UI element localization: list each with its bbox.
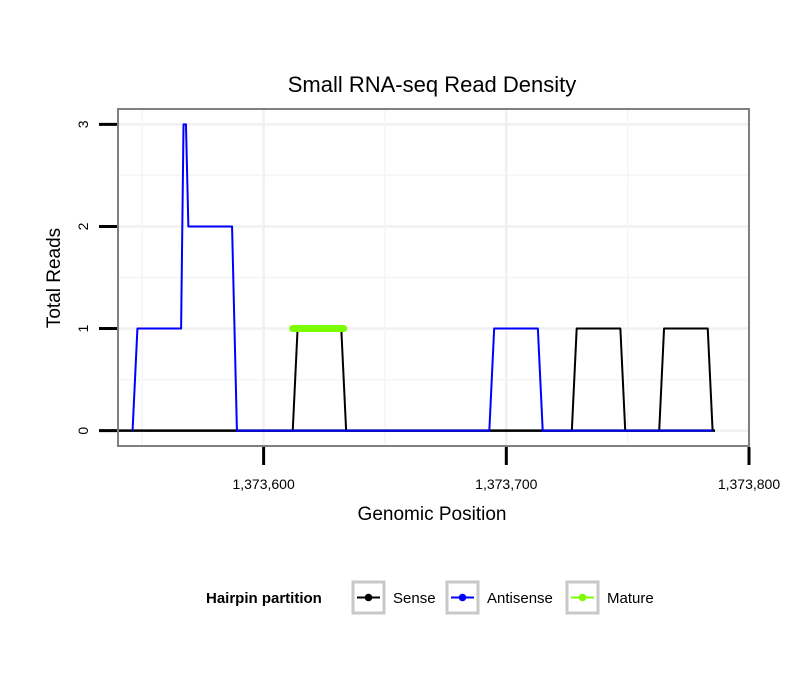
x-axis-title: Genomic Position [358,504,507,525]
y-axis: 0 1 2 3 [75,120,117,435]
legend-label: Mature [607,590,654,607]
legend: Hairpin partition Sense Antisense Mature [206,580,654,615]
legend-item-antisense: Antisense [445,580,553,615]
y-tick-label: 3 [75,120,91,128]
y-axis-title: Total Reads [44,228,65,328]
legend-label: Antisense [487,590,553,607]
legend-key-dot [364,593,373,602]
y-tick-label: 1 [75,324,91,332]
y-tick-label: 2 [75,222,91,230]
x-axis: 1,373,600 1,373,700 1,373,800 [232,447,780,492]
chart-title: Small RNA-seq Read Density [288,72,577,97]
x-tick-label: 1,373,800 [718,476,780,492]
x-tick-label: 1,373,600 [232,476,294,492]
y-tick-label: 0 [75,427,91,435]
series-layer [118,123,716,432]
x-tick-label: 1,373,700 [475,476,537,492]
series-line-antisense [131,123,713,432]
legend-label: Sense [393,590,436,607]
legend-item-sense: Sense [351,580,436,615]
grid [118,109,751,446]
legend-key-dot [578,593,587,602]
legend-key-dot [458,593,467,602]
legend-item-mature: Mature [565,580,654,615]
legend-title: Hairpin partition [206,590,322,607]
plot-border [117,108,750,447]
